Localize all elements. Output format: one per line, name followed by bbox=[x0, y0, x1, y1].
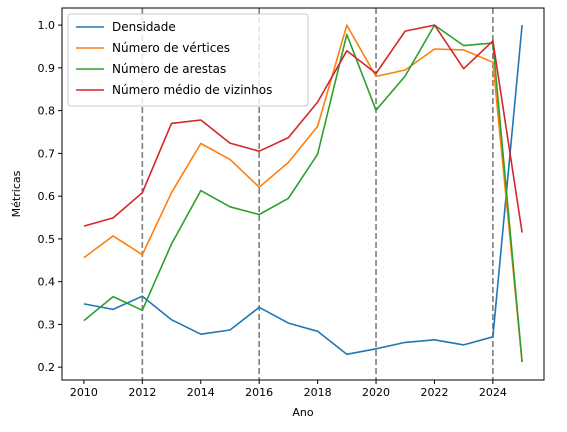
series-line-0 bbox=[83, 25, 523, 356]
y-tick-label: 0.3 bbox=[38, 318, 56, 331]
y-tick-label: 0.5 bbox=[38, 233, 56, 246]
x-tick-label: 2012 bbox=[128, 386, 156, 399]
series-lines bbox=[83, 24, 523, 363]
x-tick-label: 2020 bbox=[362, 386, 390, 399]
y-tick-label: 0.9 bbox=[38, 62, 56, 75]
legend-label-2: Número de arestas bbox=[112, 62, 226, 76]
series-line-2 bbox=[83, 24, 523, 363]
x-axis-ticks: 2010 2012 2014 2016 2018 2020 2022 2024 bbox=[70, 380, 507, 399]
vertical-reference-lines bbox=[141, 8, 494, 380]
y-tick-label: 0.7 bbox=[38, 147, 56, 160]
x-axis-label: Ano bbox=[292, 406, 313, 419]
y-axis-ticks: 0.2 0.3 0.4 0.5 0.6 0.7 0.8 0.9 1.0 bbox=[38, 19, 62, 374]
plot-frame bbox=[61, 7, 545, 381]
legend-items: Densidade Número de vértices Número de are… bbox=[76, 20, 272, 97]
legend-label-3: Número médio de vizinhos bbox=[112, 83, 272, 97]
legend-label-1: Número de vértices bbox=[112, 41, 230, 55]
x-tick-label: 2022 bbox=[420, 386, 448, 399]
x-tick-label: 2024 bbox=[479, 386, 507, 399]
y-tick-label: 0.4 bbox=[38, 276, 56, 289]
y-tick-label: 0.8 bbox=[38, 105, 56, 118]
series-line-1 bbox=[83, 24, 523, 363]
x-tick-label: 2018 bbox=[304, 386, 332, 399]
x-tick-label: 2010 bbox=[70, 386, 98, 399]
legend-label-0: Densidade bbox=[112, 20, 176, 34]
legend: Densidade Número de vértices Número de are… bbox=[67, 13, 309, 107]
series-line-3 bbox=[83, 24, 523, 233]
y-tick-label: 0.2 bbox=[38, 361, 56, 374]
y-tick-label: 0.6 bbox=[38, 190, 56, 203]
x-tick-label: 2016 bbox=[245, 386, 273, 399]
y-tick-label: 1.0 bbox=[38, 19, 56, 32]
legend-box bbox=[67, 13, 309, 107]
x-tick-label: 2014 bbox=[187, 386, 215, 399]
y-axis-label: Métricas bbox=[10, 170, 23, 217]
